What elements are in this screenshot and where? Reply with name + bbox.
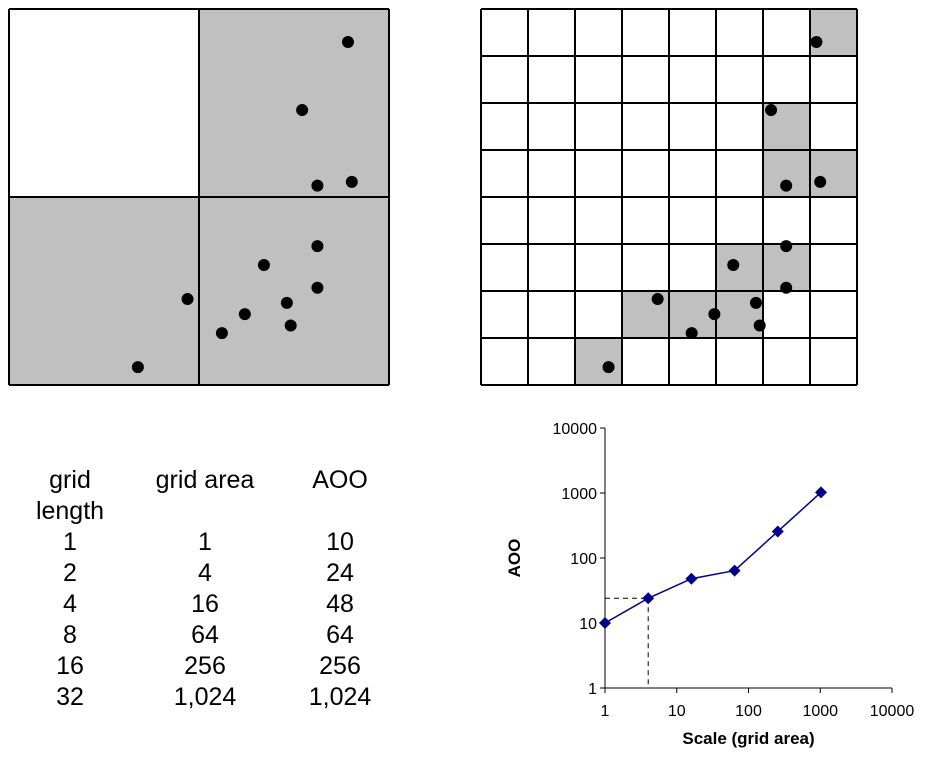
table-row: 4 16 48 bbox=[20, 589, 400, 620]
occurrence-point bbox=[181, 293, 194, 306]
occurrence-point bbox=[780, 240, 793, 253]
occurrence-point bbox=[311, 179, 324, 192]
occurrence-point bbox=[708, 308, 721, 321]
table-header-aoo: AOO bbox=[312, 466, 368, 494]
table-cell: 10 bbox=[326, 528, 354, 556]
table-header-row: grid length grid area AOO bbox=[20, 465, 400, 525]
table-cell: 64 bbox=[326, 621, 354, 649]
occurrence-point bbox=[651, 293, 664, 306]
occurrence-point bbox=[238, 308, 251, 321]
x-tick-label: 1000 bbox=[802, 703, 838, 720]
occurrence-point bbox=[311, 281, 324, 294]
occurrence-point bbox=[753, 319, 766, 332]
table-cell: 1 bbox=[198, 528, 212, 556]
table-row: 32 1,024 1,024 bbox=[20, 682, 400, 713]
data-point-marker bbox=[814, 486, 827, 499]
table-cell: 1 bbox=[63, 528, 77, 556]
table-cell: 24 bbox=[326, 559, 354, 587]
table-cell: 4 bbox=[198, 559, 212, 587]
table-cell: 64 bbox=[191, 621, 219, 649]
y-tick-label: 10000 bbox=[553, 421, 598, 438]
occupied-cell bbox=[810, 9, 857, 56]
table-cell: 16 bbox=[56, 652, 84, 680]
table-cell: 2 bbox=[63, 559, 77, 587]
x-tick-label: 100 bbox=[735, 703, 762, 720]
occurrence-point bbox=[311, 240, 324, 253]
data-point-marker bbox=[771, 525, 784, 538]
occupied-cell bbox=[199, 197, 389, 385]
occupied-cell bbox=[199, 9, 389, 197]
y-tick-label: 1000 bbox=[561, 486, 597, 503]
occurrence-point bbox=[257, 259, 270, 272]
occurrence-point bbox=[810, 36, 823, 49]
table-row: 8 64 64 bbox=[20, 620, 400, 651]
table-cell: 1,024 bbox=[173, 683, 237, 711]
aoo-table: grid length grid area AOO 1 1 10 2 4 24 … bbox=[20, 465, 400, 713]
occurrence-point bbox=[341, 36, 354, 49]
occupied-cell bbox=[575, 338, 622, 385]
y-axis-label: AOO bbox=[505, 539, 524, 578]
occupied-cell bbox=[716, 244, 763, 291]
table-cell: 16 bbox=[191, 590, 219, 618]
data-point-marker bbox=[642, 592, 655, 605]
aoo-scale-chart: 1 10 100 1000 10000 1 10 100 1000 10000 Scale (gri… bbox=[505, 421, 915, 748]
table-header-grid-area: grid area bbox=[155, 466, 255, 494]
table-cell: 1,024 bbox=[308, 683, 372, 711]
x-tick-label: 1 bbox=[601, 703, 610, 720]
occurrence-point bbox=[296, 104, 309, 117]
occurrence-point bbox=[780, 179, 793, 192]
table-header-grid-length: grid length bbox=[35, 466, 105, 525]
occurrence-point bbox=[780, 281, 793, 294]
data-point-marker bbox=[728, 564, 741, 577]
data-point-marker bbox=[685, 572, 698, 585]
coarse-grid-diagram bbox=[8, 8, 390, 386]
occurrence-point bbox=[602, 361, 615, 374]
occurrence-point bbox=[280, 296, 293, 309]
data-point-marker bbox=[599, 617, 611, 629]
occupied-cell bbox=[810, 150, 857, 197]
occurrence-point bbox=[284, 319, 297, 332]
fine-grid-diagram bbox=[480, 8, 858, 386]
occurrence-point bbox=[814, 175, 827, 188]
table-row: 16 256 256 bbox=[20, 651, 400, 682]
table-row: 2 4 24 bbox=[20, 558, 400, 589]
x-axis-label: Scale (grid area) bbox=[682, 729, 814, 748]
occurrence-point bbox=[727, 259, 740, 272]
occupied-cell bbox=[9, 197, 199, 385]
series-line bbox=[604, 491, 822, 624]
y-tick-label: 10 bbox=[579, 616, 597, 633]
x-tick-label: 10000 bbox=[870, 703, 915, 720]
table-cell: 256 bbox=[184, 652, 226, 680]
y-tick-label: 100 bbox=[570, 551, 597, 568]
occurrence-point bbox=[215, 327, 228, 340]
occurrence-point bbox=[131, 361, 144, 374]
y-tick-label: 1 bbox=[588, 681, 597, 698]
table-cell: 8 bbox=[63, 621, 77, 649]
x-tick-label: 10 bbox=[668, 703, 686, 720]
occurrence-point bbox=[749, 296, 762, 309]
table-row: 1 1 10 bbox=[20, 527, 400, 558]
occurrence-point bbox=[765, 104, 778, 117]
table-cell: 256 bbox=[319, 652, 361, 680]
table-cell: 48 bbox=[326, 590, 354, 618]
occurrence-point bbox=[685, 327, 698, 340]
occurrence-point bbox=[345, 175, 358, 188]
table-cell: 4 bbox=[63, 590, 77, 618]
table-cell: 32 bbox=[56, 683, 84, 711]
